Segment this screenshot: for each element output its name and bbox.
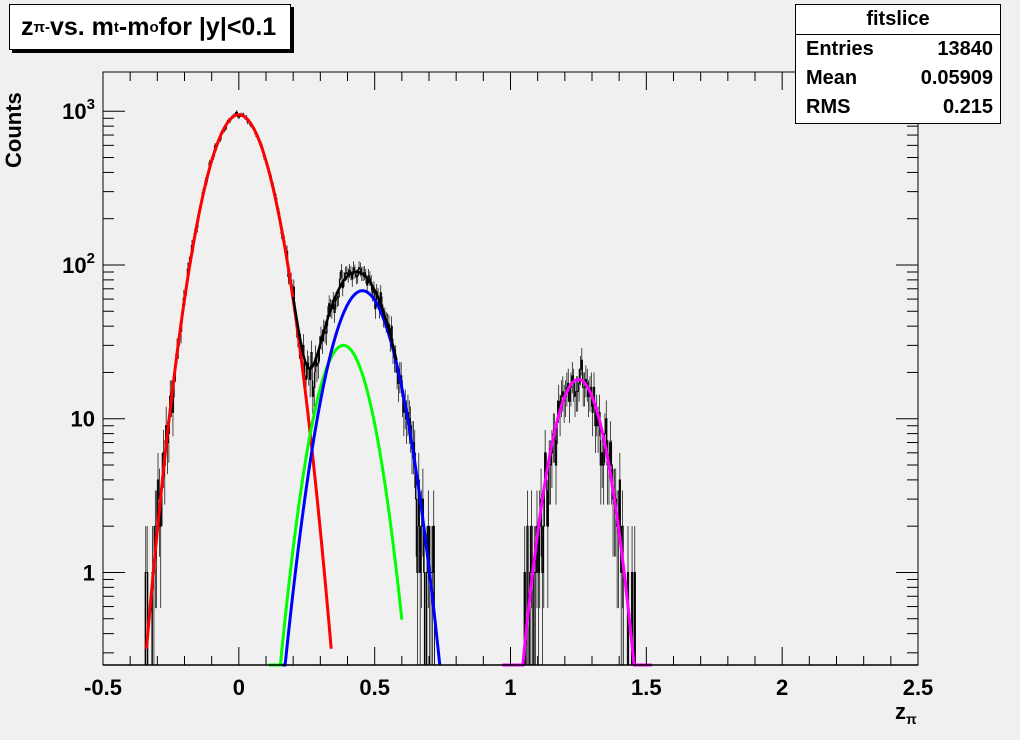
title-vs: vs. m — [49, 12, 114, 41]
stats-label: RMS — [806, 96, 851, 118]
fit-curves-layer — [144, 113, 652, 667]
x-tick-label: 1 — [504, 675, 516, 700]
x-tick-label: 0 — [233, 675, 245, 700]
fit-curve-proton — [282, 289, 442, 667]
fit-curve-kaon — [268, 343, 404, 667]
title-z: z — [21, 12, 34, 41]
stats-label: Mean — [806, 67, 858, 89]
x-tick-label: 2.5 — [903, 675, 934, 700]
stats-value: 13840 — [937, 38, 993, 60]
y-axis-label: Counts — [1, 92, 26, 168]
y-tick-label: 1 — [83, 560, 95, 585]
x-axis-label-sub: π — [906, 711, 917, 727]
x-axis-label-main: z — [895, 699, 906, 724]
chart-title: z π- vs. m t -m o for |y|<0.1 — [9, 4, 292, 50]
stats-label: Entries — [806, 38, 874, 60]
fit-curve-sum — [291, 270, 398, 370]
y-tick-label: 10 — [71, 407, 95, 432]
fit-curve-pion — [144, 113, 333, 649]
title-rest: for |y|<0.1 — [158, 12, 277, 41]
plot-area — [103, 72, 918, 665]
stats-row-mean: Mean 0.05909 — [796, 64, 1000, 93]
y-tick-label: 102 — [62, 250, 95, 278]
stats-row-rms: RMS 0.215 — [796, 93, 1000, 122]
stats-box: fitslice Entries 13840 Mean 0.05909 RMS … — [795, 4, 1001, 124]
x-tick-label: 0.5 — [359, 675, 390, 700]
stats-row-entries: Entries 13840 — [796, 35, 1000, 64]
title-mo-sub: o — [149, 18, 159, 36]
x-axis-label: zπ — [895, 699, 917, 727]
title-z-sub: π- — [33, 18, 50, 36]
x-tick-label: -0.5 — [84, 675, 122, 700]
title-mt-sub: t — [113, 18, 119, 36]
stats-value: 0.05909 — [920, 67, 993, 89]
fit-curve-deuteron — [502, 377, 652, 667]
title-dash: -m — [118, 12, 150, 41]
axis-ticks: -0.5 0 0.5 1 1.5 2 2.5 1 10 102 103 — [62, 72, 933, 700]
y-tick-label: 103 — [62, 96, 95, 124]
stats-value: 0.215 — [942, 96, 993, 118]
x-tick-label: 2 — [776, 675, 788, 700]
stats-title: fitslice — [796, 5, 1000, 35]
x-tick-label: 1.5 — [631, 675, 662, 700]
